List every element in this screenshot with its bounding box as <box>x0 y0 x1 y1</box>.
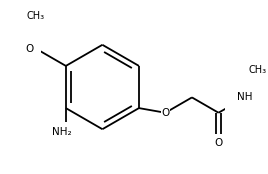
Text: O: O <box>214 138 223 148</box>
Text: O: O <box>161 108 169 118</box>
Text: CH₃: CH₃ <box>27 11 45 21</box>
Text: NH₂: NH₂ <box>52 127 72 137</box>
Text: NH: NH <box>237 92 253 102</box>
Text: CH₃: CH₃ <box>248 65 267 75</box>
Text: O: O <box>26 44 34 54</box>
